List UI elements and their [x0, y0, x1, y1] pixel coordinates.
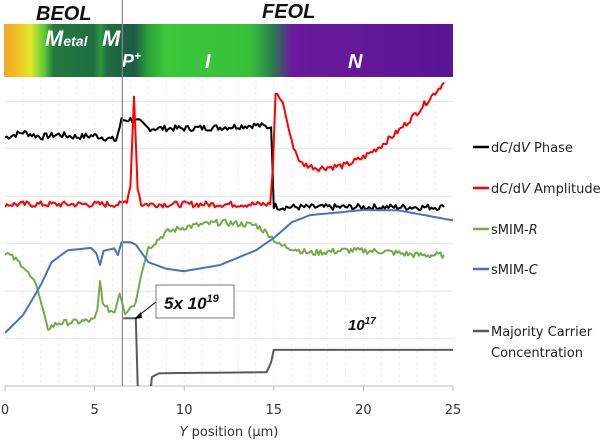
- svg-text:1017: 1017: [348, 316, 376, 334]
- region-i-label: I: [205, 51, 211, 73]
- series-line-smim-r: [5, 218, 445, 331]
- x-tick-label: 5: [90, 403, 98, 418]
- region-m-label: M: [102, 26, 121, 51]
- svg-text:dC/dV Phase: dC/dV Phase: [491, 141, 573, 156]
- svg-text:dC/dV Amplitude: dC/dV Amplitude: [491, 182, 601, 197]
- legend-item-carrier-concentration: Majority Carrier Concentration: [473, 325, 593, 361]
- arrow-head-icon: [134, 312, 142, 319]
- x-axis: 0 5 10 15 20 25: [1, 385, 462, 418]
- series-line-smim-c: [5, 209, 454, 334]
- svg-text:5x 1019: 5x 1019: [164, 293, 220, 313]
- svg-text:Concentration: Concentration: [491, 346, 583, 361]
- x-tick-label: 10: [176, 403, 193, 418]
- annotation-low-doping: 1017: [348, 316, 376, 334]
- legend: dC/dV Phase dC/dV Amplitude sMIM-R sMIM-…: [473, 141, 601, 361]
- smim-image-band: [4, 24, 453, 77]
- x-tick-label: 0: [1, 403, 9, 418]
- legend-item-amplitude: dC/dV Amplitude: [473, 182, 601, 197]
- x-tick-label: 20: [355, 403, 372, 418]
- grid: [5, 80, 453, 387]
- series-line-dc-dv-amplitude: [5, 81, 445, 209]
- annotation-high-doping: 5x 1019: [134, 284, 235, 319]
- x-tick-label: 25: [445, 403, 462, 418]
- svg-text:sMIM-R: sMIM-R: [491, 223, 538, 238]
- legend-item-smim-c: sMIM-C: [473, 263, 539, 278]
- region-metal-label: Metal: [45, 26, 89, 51]
- series-line-majority-carrier-concentration: [123, 317, 453, 386]
- legend-item-phase: dC/dV Phase: [473, 141, 573, 156]
- x-axis-label: Y position (μm): [180, 425, 279, 440]
- series-line-dc-dv-phase: [5, 116, 445, 212]
- legend-item-smim-r: sMIM-R: [473, 223, 538, 238]
- svg-text:sMIM-C: sMIM-C: [491, 263, 539, 278]
- svg-text:Majority Carrier: Majority Carrier: [491, 325, 593, 340]
- beol-label: BEOL: [36, 3, 92, 25]
- feol-label: FEOL: [262, 1, 315, 23]
- region-n-label: N: [348, 51, 363, 73]
- region-p-plus-label: P+: [122, 49, 141, 71]
- x-tick-label: 15: [266, 403, 283, 418]
